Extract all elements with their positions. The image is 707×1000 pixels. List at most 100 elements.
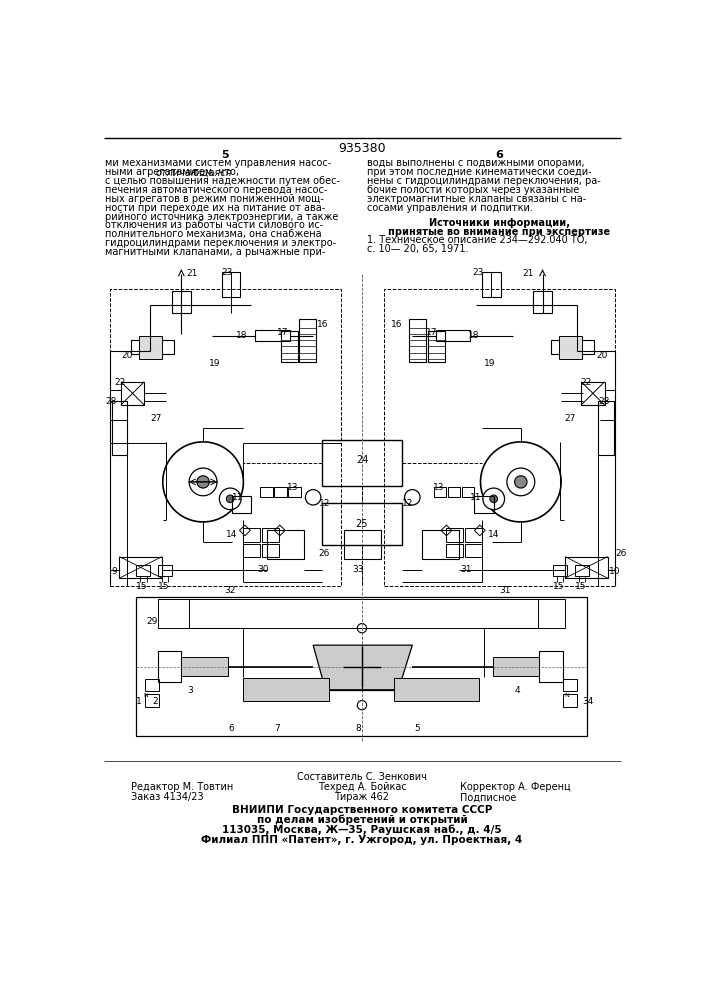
Circle shape: [483, 488, 505, 510]
Text: воды выполнены с подвижными опорами,: воды выполнены с подвижными опорами,: [368, 158, 585, 168]
Bar: [565, 557, 607, 578]
Text: 6: 6: [495, 150, 503, 160]
Text: при этом последние кинематически соеди-: при этом последние кинематически соеди-: [368, 167, 592, 177]
Text: 2: 2: [152, 698, 158, 706]
Text: ных агрегатов в режим пониженной мощ-: ных агрегатов в режим пониженной мощ-: [105, 194, 325, 204]
Bar: [575, 565, 589, 576]
Text: 6: 6: [228, 724, 233, 733]
Bar: [267, 530, 304, 559]
Bar: [274, 487, 287, 497]
Text: Заказ 4134/23: Заказ 4134/23: [131, 792, 204, 802]
Bar: [446, 528, 464, 542]
Bar: [598, 401, 614, 455]
Text: 18: 18: [468, 331, 479, 340]
Text: N: N: [144, 693, 148, 698]
Text: 22: 22: [580, 378, 592, 387]
Bar: [434, 487, 446, 497]
Text: 935380: 935380: [338, 142, 386, 155]
Circle shape: [515, 476, 527, 488]
Text: N: N: [564, 693, 569, 698]
Text: 34: 34: [582, 698, 593, 706]
Text: 30: 30: [257, 565, 269, 574]
Text: электромагнитные клапаны связаны с на-: электромагнитные клапаны связаны с на-: [368, 194, 587, 204]
Bar: [158, 651, 182, 682]
Text: Техред А. Бойкас: Техред А. Бойкас: [317, 782, 407, 792]
Text: 31: 31: [499, 586, 510, 595]
Text: 16: 16: [317, 320, 329, 329]
Text: 5: 5: [414, 724, 420, 733]
Text: 27: 27: [564, 414, 575, 423]
Bar: [563, 679, 578, 691]
Text: 23: 23: [472, 268, 484, 277]
Bar: [110, 289, 341, 586]
Text: 26: 26: [319, 549, 330, 558]
Text: 14: 14: [489, 530, 500, 539]
Bar: [462, 487, 474, 497]
Circle shape: [490, 495, 498, 503]
Text: по делам изобретений и открытий: по делам изобретений и открытий: [257, 815, 467, 825]
Text: Редактор М. Товтин: Редактор М. Товтин: [131, 782, 233, 792]
Text: 15: 15: [575, 582, 587, 591]
Bar: [119, 557, 162, 578]
Bar: [243, 528, 260, 542]
Bar: [260, 487, 273, 497]
Bar: [222, 272, 240, 297]
Text: 17: 17: [276, 328, 288, 337]
Text: 24: 24: [356, 455, 368, 465]
Bar: [533, 291, 552, 312]
Text: Подписное: Подписное: [460, 792, 517, 802]
Bar: [446, 544, 464, 557]
Circle shape: [507, 468, 534, 496]
Text: 31: 31: [460, 565, 472, 574]
Bar: [465, 528, 482, 542]
Text: 1: 1: [136, 698, 142, 706]
Bar: [482, 272, 501, 297]
Text: 22: 22: [114, 378, 125, 387]
Bar: [262, 528, 279, 542]
Text: 15: 15: [136, 582, 148, 591]
Text: 13: 13: [287, 483, 298, 492]
Text: 4: 4: [515, 686, 520, 695]
Bar: [385, 289, 615, 586]
Text: 14: 14: [226, 530, 238, 539]
Text: 18: 18: [235, 331, 247, 340]
Text: отличающаяся: отличающаяся: [156, 167, 232, 177]
Text: отключения из работы части силового ис-: отключения из работы части силового ис-: [105, 220, 324, 230]
Bar: [436, 330, 470, 341]
Bar: [243, 678, 329, 701]
Bar: [172, 291, 191, 312]
Bar: [554, 565, 567, 576]
Text: с. 10— 20, 65, 1971.: с. 10— 20, 65, 1971.: [368, 244, 469, 254]
Text: 12: 12: [320, 499, 331, 508]
Circle shape: [189, 468, 217, 496]
Text: 1. Техническое описание 234—292.040 ТО,: 1. Техническое описание 234—292.040 ТО,: [368, 235, 588, 245]
Text: бочие полости которых через указанные: бочие полости которых через указанные: [368, 185, 580, 195]
Bar: [139, 336, 162, 359]
Text: 28: 28: [598, 397, 609, 406]
Bar: [493, 657, 539, 676]
Bar: [421, 530, 459, 559]
Circle shape: [219, 488, 241, 510]
Text: 9: 9: [112, 567, 117, 576]
Text: 5: 5: [221, 150, 228, 160]
Bar: [344, 530, 381, 559]
Bar: [474, 496, 493, 513]
Text: 15: 15: [158, 582, 170, 591]
Text: 32: 32: [224, 586, 235, 595]
Text: ными агрегатами,: ными агрегатами,: [105, 167, 203, 177]
Bar: [299, 319, 316, 362]
Text: с целью повышения надежности путем обес-: с целью повышения надежности путем обес-: [105, 176, 341, 186]
Text: 10: 10: [609, 567, 621, 576]
Text: Источники информации,: Источники информации,: [428, 218, 570, 228]
Bar: [232, 496, 251, 513]
Bar: [281, 331, 298, 362]
Text: 26: 26: [615, 549, 626, 558]
Text: 12: 12: [402, 499, 414, 508]
Bar: [394, 678, 479, 701]
Text: принятые во внимание при экспертизе: принятые во внимание при экспертизе: [388, 227, 610, 237]
Text: 27: 27: [151, 414, 162, 423]
Text: ми механизмами систем управления насос-: ми механизмами систем управления насос-: [105, 158, 332, 168]
Bar: [145, 694, 159, 707]
Bar: [581, 382, 604, 405]
Text: 21: 21: [187, 269, 198, 278]
